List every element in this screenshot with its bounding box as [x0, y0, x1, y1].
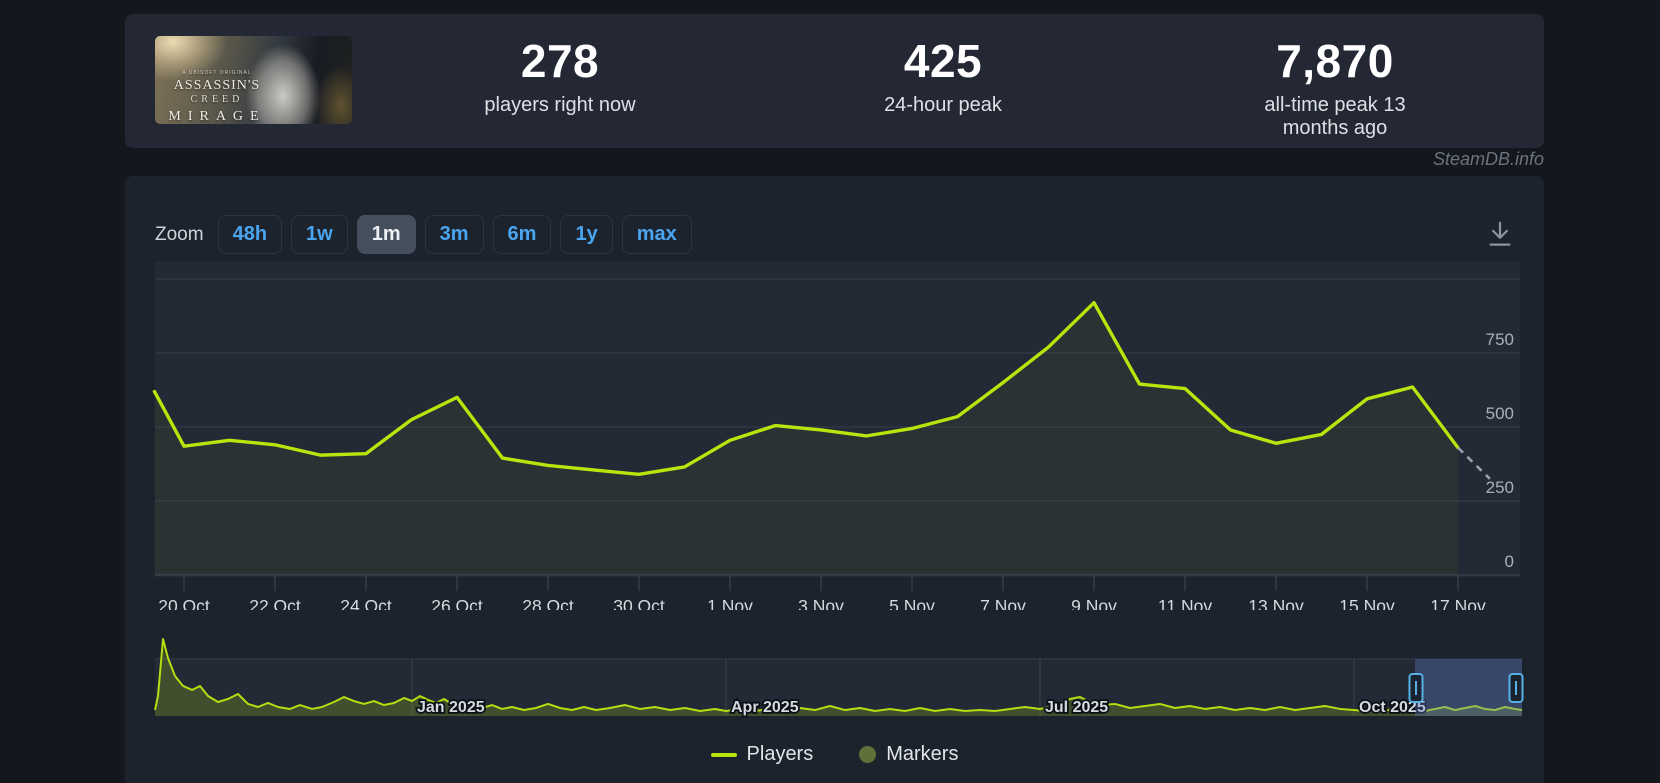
x-axis-label: 28 Oct — [522, 596, 574, 610]
header-stats-card: A UBISOFT ORIGINAL ASSASSIN'S CREED MIRA… — [125, 14, 1544, 148]
chart-toolbar: Zoom 48h 1w 1m 3m 6m 1y max — [155, 215, 701, 254]
zoom-range-3m[interactable]: 3m — [424, 215, 484, 254]
zoom-range-1m[interactable]: 1m — [356, 215, 416, 254]
navigator-handle-right[interactable] — [1508, 673, 1524, 703]
y-axis-label-0: 0 — [1505, 552, 1514, 571]
x-axis-label: 9 Nov — [1071, 596, 1117, 610]
x-axis-label: 7 Nov — [980, 596, 1026, 610]
navigator-players-line — [154, 638, 1523, 713]
stat-block: 7,870 all-time peak 13 months ago — [1231, 38, 1440, 140]
x-axis-label: 5 Nov — [889, 596, 935, 610]
y-axis-label-500: 500 — [1486, 404, 1514, 423]
players-chart[interactable]: 750 500 250 0 20 Oct 22 Oct 24 Oct 26 Oct 28 Oct… — [145, 260, 1544, 610]
zoom-range-48h[interactable]: 48h — [217, 215, 283, 254]
zoom-range-1w[interactable]: 1w — [291, 215, 348, 254]
zoom-range-1y[interactable]: 1y — [560, 215, 613, 254]
x-axis-label: 13 Nov — [1248, 596, 1304, 610]
x-axis-label: 3 Nov — [798, 596, 844, 610]
game-capsule-image[interactable]: A UBISOFT ORIGINAL ASSASSIN'S CREED MIRA… — [155, 36, 352, 124]
plot-area — [155, 262, 1520, 577]
player-chart-card: Zoom 48h 1w 1m 3m 6m 1y max 750 500 250 0 20 Oct 22… — [125, 176, 1544, 783]
stat-label: 24-hour peak — [884, 94, 1002, 116]
y-axis-label-250: 250 — [1486, 478, 1514, 497]
navigator-selection-window[interactable] — [1415, 659, 1522, 716]
navigator-background — [155, 659, 1522, 716]
game-title-line3: MIRAGE — [168, 109, 266, 124]
game-title-line2: CREED — [190, 94, 244, 105]
x-axis-label: 30 Oct — [613, 596, 665, 610]
x-axis-label: 24 Oct — [340, 596, 392, 610]
legend-item-players[interactable]: Players — [710, 743, 814, 766]
stat-value: 7,870 — [1276, 35, 1394, 87]
navigator-month-label: Jan 2025 — [417, 699, 485, 716]
players-area-fill — [154, 302, 1458, 575]
x-axis-label: 20 Oct — [158, 596, 210, 610]
game-tagline: A UBISOFT ORIGINAL — [182, 70, 252, 76]
legend-label: Players — [746, 743, 814, 765]
markers-swatch-circle-icon — [859, 746, 877, 763]
stat-block: 278 players right now — [484, 38, 635, 117]
navigator-month-label: Jul 2025 — [1045, 699, 1108, 716]
players-line — [152, 300, 1460, 477]
stat-block: 425 24-hour peak — [884, 38, 1002, 117]
game-title-line1: ASSASSIN'S — [173, 78, 261, 93]
x-axis-label: 22 Oct — [249, 596, 301, 610]
zoom-range-max[interactable]: max — [621, 215, 692, 254]
export-chart-button[interactable] — [1483, 218, 1517, 252]
stat-value: 278 — [520, 35, 600, 87]
x-axis-label: 26 Oct — [431, 596, 483, 610]
x-axis-label: 11 Nov — [1158, 596, 1212, 610]
stat-label: all-time peak 13 months ago — [1264, 94, 1406, 139]
navigator-chart[interactable]: Jan 2025 Apr 2025 Jul 2025 Oct 2025 — [150, 630, 1530, 722]
steamdb-watermark: SteamDB.info — [1432, 149, 1544, 169]
chart-legend: Players Markers — [125, 743, 1544, 766]
zoom-range-6m[interactable]: 6m — [492, 215, 552, 254]
y-axis-label-750: 750 — [1486, 330, 1514, 349]
x-axis-label: 1 Nov — [707, 596, 753, 610]
zoom-range-buttons: 48h 1w 1m 3m 6m 1y max — [217, 215, 701, 254]
game-capsule-text: A UBISOFT ORIGINAL ASSASSIN'S CREED MIRA… — [161, 70, 273, 124]
legend-label: Markers — [886, 743, 959, 765]
stat-value: 425 — [903, 35, 983, 87]
stat-label: players right now — [484, 94, 636, 116]
navigator-handle-left[interactable] — [1408, 673, 1424, 703]
x-axis-label: 15 Nov — [1339, 596, 1395, 610]
navigator-month-label: Apr 2025 — [731, 699, 799, 716]
legend-item-markers[interactable]: Markers — [859, 743, 958, 766]
zoom-label: Zoom — [155, 223, 204, 245]
download-icon — [1489, 221, 1511, 246]
x-axis-label: 17 Nov — [1430, 596, 1486, 610]
players-swatch-line-icon — [710, 752, 737, 757]
